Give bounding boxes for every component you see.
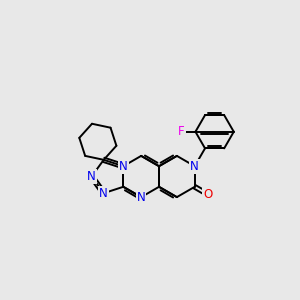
Text: N: N — [137, 190, 146, 204]
Text: F: F — [178, 125, 184, 138]
Text: N: N — [119, 160, 128, 173]
Text: N: N — [190, 160, 199, 173]
Text: N: N — [99, 187, 108, 200]
Text: O: O — [203, 188, 213, 201]
Text: N: N — [87, 170, 96, 183]
